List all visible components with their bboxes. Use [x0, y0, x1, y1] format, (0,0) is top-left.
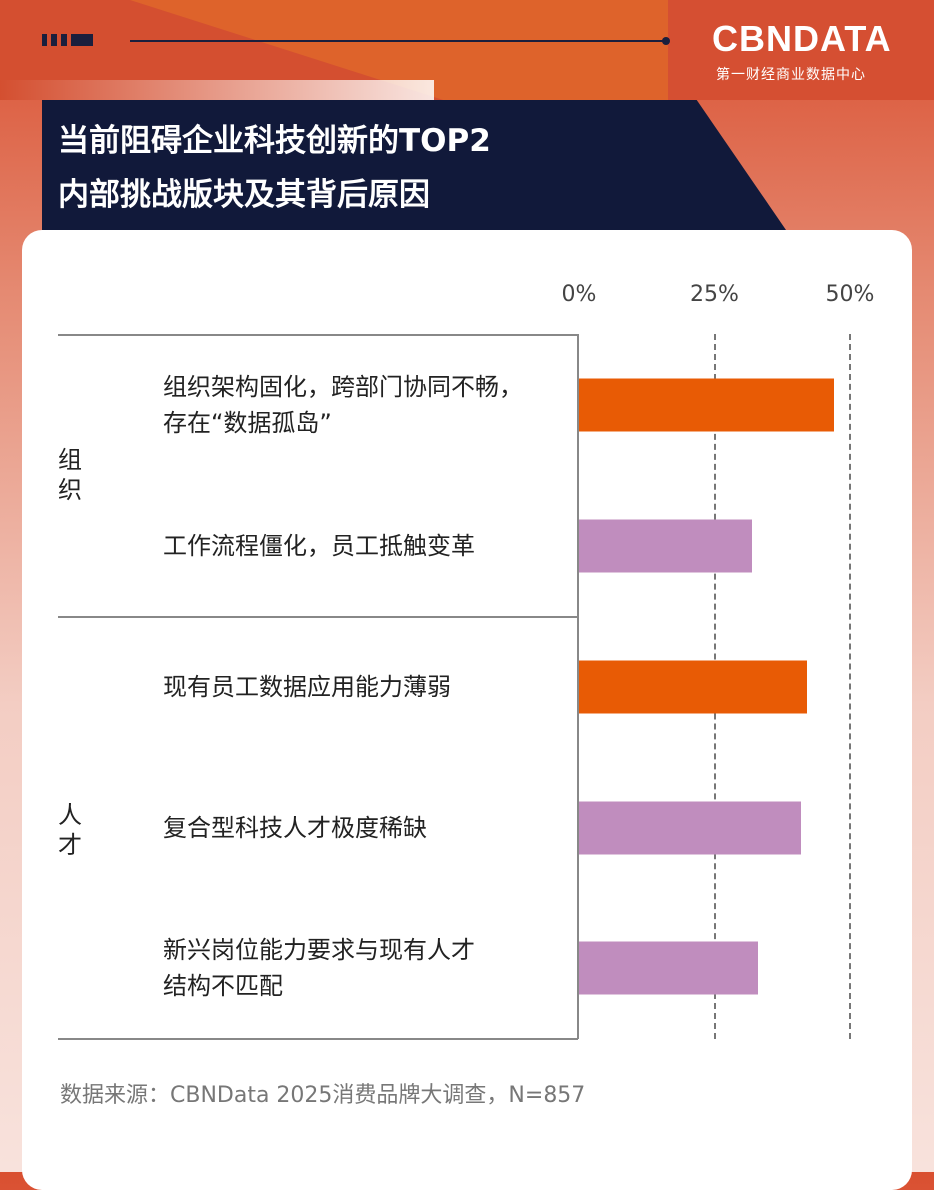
group-label: 人才	[58, 801, 82, 859]
x-tick-label: 0%	[561, 282, 597, 307]
category-label-line: 组织架构固化，跨部门协同不畅，	[163, 373, 523, 401]
category-label-line: 新兴岗位能力要求与现有人才	[163, 936, 475, 964]
category-label-line: 结构不匹配	[163, 972, 283, 1000]
table-top-line	[58, 334, 578, 336]
category-label-line: 工作流程僵化，员工抵触变革	[163, 532, 475, 560]
gridline	[849, 334, 851, 1039]
category-label: 现有员工数据应用能力薄弱	[163, 669, 451, 705]
category-label-line: 存在“数据孤岛”	[163, 409, 332, 437]
category-label-line: 现有员工数据应用能力薄弱	[163, 673, 451, 701]
bar	[579, 801, 802, 855]
bar	[579, 519, 753, 573]
bar	[579, 941, 758, 995]
decorative-dashes	[42, 34, 97, 53]
decorative-dot	[662, 37, 670, 45]
category-label: 复合型科技人才极度稀缺	[163, 810, 427, 846]
group-label: 组织	[58, 446, 82, 504]
x-tick-label: 25%	[690, 282, 739, 307]
table-bottom-line	[58, 1038, 578, 1040]
title-line-1: 当前阻碍企业科技创新的TOP2	[58, 123, 491, 159]
title-line-2: 内部挑战版块及其背后原因	[58, 177, 430, 213]
data-source: 数据来源：CBNData 2025消费品牌大调查，N=857	[60, 1083, 586, 1108]
bar	[579, 378, 834, 432]
x-tick-label: 50%	[825, 282, 875, 307]
cbndata-logo: CBNDATA	[712, 18, 892, 59]
category-label: 组织架构固化，跨部门协同不畅， 存在“数据孤岛”	[163, 369, 523, 441]
decorative-line	[130, 40, 665, 42]
category-label: 工作流程僵化，员工抵触变革	[163, 528, 475, 564]
category-label: 新兴岗位能力要求与现有人才 结构不匹配	[163, 932, 475, 1004]
chart-title: 当前阻碍企业科技创新的TOP2 内部挑战版块及其背后原因	[58, 114, 491, 222]
logo-background	[668, 0, 934, 100]
title-box	[42, 100, 786, 230]
axis-line	[577, 334, 579, 1039]
logo-subtitle: 第一财经商业数据中心	[716, 67, 866, 83]
bar	[579, 660, 807, 714]
category-label-line: 复合型科技人才极度稀缺	[163, 814, 427, 842]
header-fade-stripe	[0, 80, 434, 100]
group-divider	[58, 616, 578, 618]
